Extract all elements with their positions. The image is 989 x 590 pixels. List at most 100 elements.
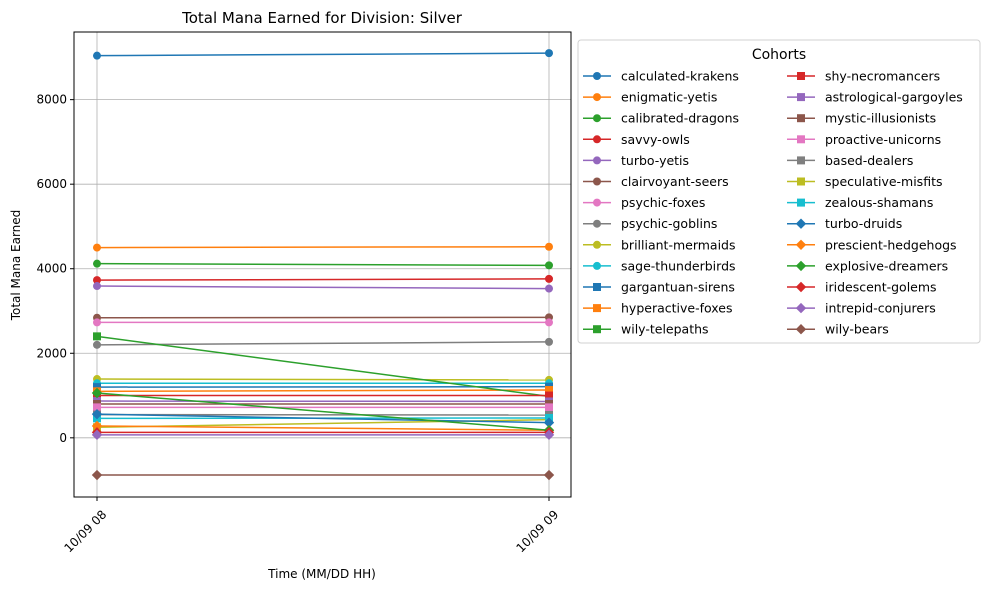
legend-swatch-marker <box>593 240 601 249</box>
legend-entry: gargantuan-sirens <box>583 280 735 295</box>
legend-label: clairvoyant-seers <box>621 174 729 189</box>
legend-label: savvy-owls <box>621 132 690 147</box>
legend-swatch-marker <box>795 324 807 335</box>
legend-swatch-marker <box>795 239 807 250</box>
series-savvy-owls <box>93 274 553 285</box>
plot-frame <box>73 31 572 498</box>
chart-title: Total Mana Earned for Division: Silver <box>181 9 463 27</box>
series-layer <box>91 49 555 481</box>
data-point <box>91 387 103 399</box>
legend-label: shy-necromancers <box>825 69 940 84</box>
legend-entry: calculated-krakens <box>583 69 739 84</box>
series-turbo-yetis <box>93 282 553 293</box>
data-point <box>545 386 553 395</box>
y-tick-label: 2000 <box>36 346 67 360</box>
x-tick-label: 10/09 09 <box>513 507 561 555</box>
legend-swatch-marker <box>797 198 805 207</box>
series-line <box>96 278 550 281</box>
data-point <box>91 429 103 441</box>
series-proactive-unicorns <box>93 403 553 412</box>
legend-label: calibrated-dragons <box>621 111 739 126</box>
data-point <box>93 282 101 291</box>
legend-swatch-marker <box>593 93 601 102</box>
data-point <box>93 340 101 349</box>
legend-swatch-marker <box>797 177 805 186</box>
legend-swatch-marker <box>593 325 601 334</box>
legend-entry: speculative-misfits <box>787 174 943 189</box>
legend-label: enigmatic-yetis <box>621 90 717 105</box>
series-clairvoyant-seers <box>93 313 553 322</box>
legend-label: wily-telepaths <box>621 322 709 337</box>
legend-entry: proactive-unicorns <box>787 132 941 147</box>
legend-swatch-marker <box>795 302 807 314</box>
y-tick-label: 0 <box>59 431 67 445</box>
legend-swatch-marker <box>795 281 807 293</box>
data-point <box>545 318 553 327</box>
legend-entry: mystic-illusionists <box>787 111 936 126</box>
y-axis-label: Total Mana Earned <box>9 210 23 322</box>
data-point <box>93 383 101 392</box>
series-wily-bears <box>91 469 555 481</box>
legend-entry: based-dealers <box>787 153 913 168</box>
data-point <box>543 429 555 441</box>
legend-entry: brilliant-mermaids <box>583 237 736 252</box>
data-point <box>545 242 553 251</box>
series-line <box>96 335 550 398</box>
data-point <box>93 259 101 268</box>
legend-label: calculated-krakens <box>621 69 739 84</box>
data-point <box>545 337 553 346</box>
y-tick-label: 4000 <box>36 262 67 276</box>
legend-swatch-marker <box>593 156 601 165</box>
series-line <box>96 389 550 393</box>
series-enigmatic-yetis <box>93 242 553 252</box>
series-turbo-druids <box>91 408 555 428</box>
legend-label: based-dealers <box>825 153 913 168</box>
legend-swatch-marker <box>797 93 805 102</box>
legend-swatch-marker <box>593 72 601 80</box>
legend-label: mystic-illusionists <box>825 111 936 126</box>
legend-label: psychic-foxes <box>621 195 705 210</box>
legend-label: gargantuan-sirens <box>621 280 735 295</box>
legend-swatch-marker <box>593 261 601 270</box>
legend-entry: sage-thunderbirds <box>583 258 736 273</box>
legend-label: hyperactive-foxes <box>621 301 732 316</box>
legend-swatch-marker <box>593 177 601 186</box>
legend-label: turbo-druids <box>825 216 902 231</box>
legend-entry: intrepid-conjurers <box>787 301 936 316</box>
legend-entry: zealous-shamans <box>787 195 933 210</box>
y-tick-label: 8000 <box>36 93 67 107</box>
legend-entry: psychic-foxes <box>583 195 705 210</box>
legend: Cohorts calculated-krakens enigmatic-yeti… <box>577 39 981 344</box>
series-line <box>96 285 550 290</box>
series-psychic-goblins <box>93 337 553 349</box>
data-point <box>91 420 103 432</box>
legend-label: psychic-goblins <box>621 216 717 231</box>
legend-label: brilliant-mermaids <box>621 237 736 252</box>
legend-entry: enigmatic-yetis <box>583 90 717 105</box>
y-tick-label: 6000 <box>36 177 67 191</box>
legend-swatch-marker <box>797 156 805 165</box>
legend-title: Cohorts <box>752 47 806 63</box>
legend-entry: iridescent-golems <box>787 280 937 295</box>
legend-entry: calibrated-dragons <box>583 111 739 126</box>
legend-swatch-marker <box>593 219 601 228</box>
legend-entry: prescient-hedgehogs <box>787 237 957 252</box>
series-line <box>96 262 550 267</box>
data-point <box>91 408 103 420</box>
ticks-layer: 0 2000 4000 6000 8000 10/09 08 10/09 09 <box>36 93 561 556</box>
data-point <box>93 51 101 60</box>
series-line <box>96 341 550 346</box>
data-point <box>545 49 553 58</box>
data-point <box>545 391 553 400</box>
series-intrepid-conjurers <box>91 429 555 441</box>
legend-swatch-marker <box>593 283 601 291</box>
legend-label: prescient-hedgehogs <box>825 237 957 252</box>
data-point <box>91 469 103 481</box>
legend-label: zealous-shamans <box>825 195 933 210</box>
legend-label: astrological-gargoyles <box>825 90 963 105</box>
legend-entry: turbo-yetis <box>583 153 689 168</box>
series-line <box>96 245 550 249</box>
legend-swatch-marker <box>593 198 601 207</box>
legend-swatch-marker <box>593 304 601 313</box>
legend-swatch-marker <box>593 114 601 123</box>
